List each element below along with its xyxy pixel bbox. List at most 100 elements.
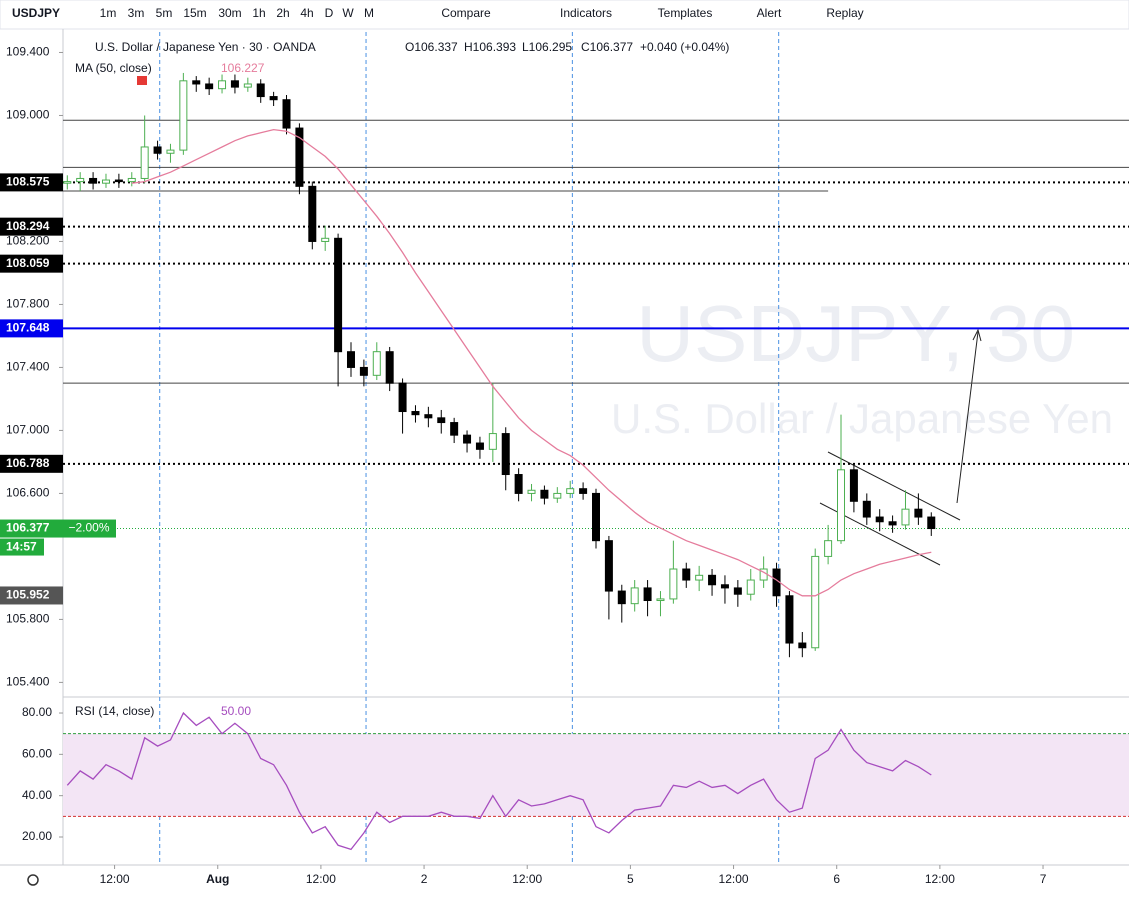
interval-button[interactable]: 1m [100, 6, 117, 20]
candle-body [192, 80, 201, 85]
x-tick-label: 12:00 [719, 872, 749, 886]
candle-body [927, 516, 936, 530]
arrow-head [972, 328, 982, 342]
price-tag [0, 254, 63, 273]
candle-body [669, 568, 678, 600]
price-tag-label: 106.788 [6, 456, 50, 470]
signal-icon [137, 76, 147, 85]
candle-body [127, 177, 136, 183]
price-tag-label: 105.952 [6, 588, 50, 602]
candle-body [708, 574, 717, 586]
rsi-tick-label: 40.00 [22, 788, 52, 802]
candle-body [798, 642, 807, 649]
candle-body [372, 351, 381, 376]
change-value: +0.040 (+0.04%) [640, 40, 729, 54]
candle-body [566, 488, 575, 494]
toolbar-button[interactable]: Alert [757, 6, 782, 20]
interval-button[interactable]: 1h [252, 6, 265, 20]
toolbar-button[interactable]: Templates [658, 6, 713, 20]
chart-title: U.S. Dollar / Japanese Yen · 30 · OANDA [95, 40, 316, 54]
interval-button[interactable]: 2h [276, 6, 289, 20]
candle-body [888, 521, 897, 526]
settings-icon[interactable] [27, 874, 39, 886]
countdown-tag [0, 538, 44, 556]
candle-body [256, 83, 265, 98]
price-tag [0, 217, 63, 236]
candle-body [733, 587, 742, 595]
candle-body [179, 80, 188, 151]
y-tick-label: 107.400 [6, 360, 50, 374]
candle-body [269, 96, 278, 101]
candle-body [553, 492, 562, 499]
candle-body [837, 469, 846, 542]
candle-body [811, 555, 820, 649]
price-tag-label: 106.377 [6, 521, 50, 535]
candle-body [514, 474, 523, 494]
watermark: U.S. Dollar / Japanese Yen [611, 395, 1113, 442]
countdown-label: 14:57 [6, 540, 37, 554]
interval-button[interactable]: W [342, 6, 354, 20]
candle-body [230, 80, 239, 88]
candle-body [604, 540, 613, 592]
interval-button[interactable]: 4h [300, 6, 313, 20]
candle-body [76, 177, 85, 183]
y-tick-label: 108.200 [6, 234, 50, 248]
y-tick-label: 105.800 [6, 612, 50, 626]
candle-body [785, 595, 794, 644]
price-tag-label: 107.648 [6, 321, 50, 335]
candle-body [617, 590, 626, 605]
candle-body [540, 489, 549, 499]
x-tick-label: Aug [206, 872, 229, 886]
ohlc-label: O106.337 [405, 40, 458, 54]
candle-body [475, 442, 484, 450]
ohlc-label: C106.377 [581, 40, 633, 54]
interval-button[interactable]: 5m [156, 6, 173, 20]
candle-body [824, 540, 833, 557]
interval-button[interactable]: 3m [128, 6, 145, 20]
candle-body [205, 83, 214, 90]
price-tag-label: 108.575 [6, 175, 50, 189]
x-tick-label: 5 [627, 872, 634, 886]
candle-body [630, 587, 639, 605]
candle-body [643, 587, 652, 602]
candle-body [746, 579, 755, 595]
rsi-value: 50.00 [221, 704, 251, 718]
y-tick-label: 107.800 [6, 297, 50, 311]
price-tag [0, 519, 63, 538]
ohlc-label: L106.295 [522, 40, 572, 54]
x-tick-label: 6 [833, 872, 840, 886]
candle-body [501, 433, 510, 476]
candle-body [346, 351, 355, 368]
y-tick-label: 106.600 [6, 486, 50, 500]
rsi-tick-label: 60.00 [22, 747, 52, 761]
candle-body [424, 414, 433, 419]
toolbar-button[interactable]: Replay [826, 6, 863, 20]
candle-body [875, 516, 884, 523]
candle-body [63, 181, 72, 184]
candle-body [334, 237, 343, 353]
x-tick-label: 12:00 [100, 872, 130, 886]
price-tag [0, 586, 63, 605]
toolbar-button[interactable]: Compare [441, 6, 491, 20]
candle-body [527, 489, 536, 494]
rsi-tick-label: 20.00 [22, 829, 52, 843]
interval-button[interactable]: 30m [218, 6, 241, 20]
price-tag-label: 108.294 [6, 219, 50, 233]
x-tick-label: 12:00 [512, 872, 542, 886]
candle-body [862, 500, 871, 518]
candle-body [488, 433, 497, 450]
interval-button[interactable]: M [364, 6, 374, 20]
x-tick-label: 12:00 [306, 872, 336, 886]
interval-button[interactable]: 15m [183, 6, 206, 20]
interval-button[interactable]: D [325, 6, 334, 20]
rsi-tick-label: 80.00 [22, 705, 52, 719]
candle-body [166, 149, 175, 154]
toolbar-button[interactable]: Indicators [560, 6, 612, 20]
moving-average [131, 128, 932, 597]
x-tick-label: 7 [1040, 872, 1047, 886]
candle-body [140, 146, 149, 179]
x-tick-label: 2 [421, 872, 428, 886]
rsi-legend: RSI (14, close) [75, 704, 154, 718]
candle-body [385, 351, 394, 384]
